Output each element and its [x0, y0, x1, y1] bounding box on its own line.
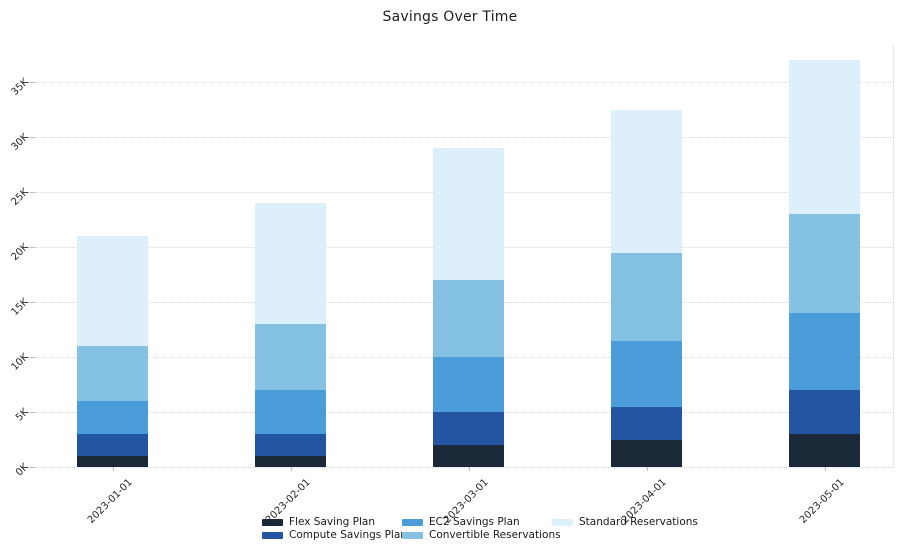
legend-item-compute-savings-plan[interactable]: Compute Savings Plan	[262, 529, 407, 541]
bar-2023-05-01	[789, 45, 860, 468]
gridline-30K	[35, 137, 893, 138]
bar-segment-standard-reservations[interactable]	[433, 148, 504, 280]
bar-segment-standard-reservations[interactable]	[77, 236, 148, 346]
bar-segment-compute-savings-plan[interactable]	[77, 434, 148, 456]
legend-swatch	[552, 518, 573, 526]
y-tick-mark	[30, 247, 35, 248]
legend-swatch	[402, 531, 423, 539]
bar-segment-convertible-reservations[interactable]	[789, 214, 860, 313]
bar-segment-ec2-savings-plan[interactable]	[433, 357, 504, 412]
bar-segment-flex-saving-plan[interactable]	[611, 439, 682, 467]
bar-segment-compute-savings-plan[interactable]	[789, 390, 860, 434]
y-tick-label: 20K	[9, 241, 31, 264]
y-tick-mark	[30, 412, 35, 413]
bar-segment-flex-saving-plan[interactable]	[789, 434, 860, 467]
bar-segment-compute-savings-plan[interactable]	[433, 412, 504, 445]
x-tick-mark	[112, 467, 114, 471]
legend-item-ec2-savings-plan[interactable]: EC2 Savings Plan	[402, 516, 520, 528]
y-tick-label: 35K	[9, 76, 31, 99]
bar-segment-flex-saving-plan[interactable]	[77, 456, 148, 467]
plot-area	[35, 45, 894, 468]
legend-label: Standard Reservations	[579, 516, 698, 528]
bar-segment-standard-reservations[interactable]	[611, 109, 682, 253]
bar-segment-flex-saving-plan[interactable]	[255, 456, 326, 467]
y-tick-label: 25K	[9, 186, 31, 209]
y-tick-mark	[30, 357, 35, 358]
legend-swatch	[262, 518, 283, 526]
legend-swatch	[262, 531, 283, 539]
x-tick-label-2023-05-01: 2023-05-01	[797, 477, 847, 526]
bar-2023-02-01	[255, 45, 326, 468]
bar-segment-convertible-reservations[interactable]	[611, 252, 682, 341]
gridline-0K	[35, 467, 893, 468]
y-tick-label: 15K	[9, 296, 31, 319]
bar-segment-compute-savings-plan[interactable]	[255, 434, 326, 456]
bar-segment-ec2-savings-plan[interactable]	[77, 401, 148, 434]
legend-swatch	[402, 518, 423, 526]
bar-segment-convertible-reservations[interactable]	[77, 346, 148, 401]
y-tick-mark	[30, 82, 35, 83]
legend-item-flex-saving-plan[interactable]: Flex Saving Plan	[262, 516, 375, 528]
legend-label: Convertible Reservations	[429, 529, 561, 541]
y-tick-mark	[30, 302, 35, 303]
x-tick-mark	[468, 467, 470, 471]
bar-segment-ec2-savings-plan[interactable]	[789, 313, 860, 390]
legend-item-convertible-reservations[interactable]: Convertible Reservations	[402, 529, 561, 541]
bar-segment-convertible-reservations[interactable]	[433, 280, 504, 357]
bar-segment-convertible-reservations[interactable]	[255, 324, 326, 390]
bar-2023-01-01	[77, 45, 148, 468]
y-tick-label: 0K	[13, 461, 31, 479]
chart-title: Savings Over Time	[382, 9, 518, 25]
x-tick-mark	[646, 467, 648, 471]
bar-segment-standard-reservations[interactable]	[255, 203, 326, 324]
x-tick-label-2023-01-01: 2023-01-01	[85, 477, 135, 526]
y-tick-mark	[30, 467, 35, 468]
legend-label: Compute Savings Plan	[289, 529, 407, 541]
y-tick-mark	[30, 137, 35, 138]
bar-segment-compute-savings-plan[interactable]	[611, 406, 682, 440]
bar-2023-04-01	[611, 45, 682, 468]
bar-segment-flex-saving-plan[interactable]	[433, 445, 504, 467]
legend-label: Flex Saving Plan	[289, 516, 376, 528]
y-tick-label: 10K	[9, 351, 31, 374]
bar-segment-ec2-savings-plan[interactable]	[611, 340, 682, 407]
x-tick-mark	[824, 467, 826, 471]
legend-item-standard-reservations[interactable]: Standard Reservations	[552, 516, 698, 528]
y-tick-mark	[30, 192, 35, 193]
bar-segment-standard-reservations[interactable]	[789, 60, 860, 214]
bar-segment-ec2-savings-plan[interactable]	[255, 390, 326, 434]
legend-label: EC2 Savings Plan	[429, 516, 520, 528]
y-tick-label: 30K	[9, 131, 31, 154]
gridline-35K	[35, 82, 893, 83]
x-tick-mark	[290, 467, 292, 471]
y-tick-label: 5K	[13, 406, 31, 424]
bar-2023-03-01	[433, 45, 504, 468]
